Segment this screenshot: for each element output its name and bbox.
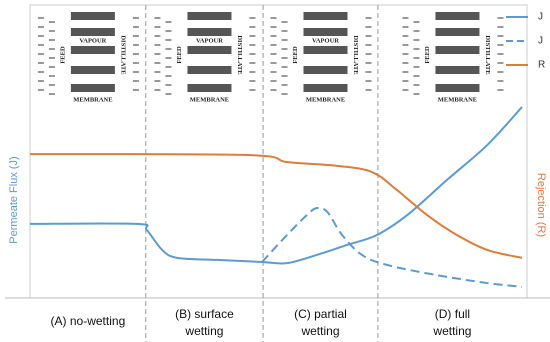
legend-label: R (538, 60, 545, 71)
membrane-bar (303, 66, 348, 74)
legend-label: J (538, 12, 543, 23)
schematic-label: FEED (176, 46, 183, 64)
y2-axis-label: Rejection (R) (535, 173, 547, 237)
membrane-bar (435, 66, 480, 74)
membrane-bar (435, 28, 480, 36)
region-label: (C) partial (294, 307, 347, 321)
membrane-bar (70, 46, 115, 54)
y-axis-label: Permeate Flux (J) (8, 156, 20, 243)
schematic-label: MEMBRANE (190, 96, 229, 103)
membrane-bar (187, 84, 232, 92)
membrane-bar (187, 12, 232, 20)
region-label: wetting (184, 324, 223, 338)
region-label: (D) full (435, 307, 470, 321)
membrane-bar (303, 84, 348, 92)
membrane-bar (303, 46, 348, 54)
schematic-label: DISTILLATE (484, 35, 491, 74)
membrane-bar (303, 12, 348, 20)
membrane-bar (435, 84, 480, 92)
series-line (29, 106, 523, 265)
schematic-label: FEED (292, 46, 299, 64)
membrane-bar (70, 66, 115, 74)
schematic-label: DISTILLATE (119, 35, 126, 74)
region-label: wetting (300, 324, 339, 338)
membrane-bar (187, 28, 232, 36)
region-label: (A) no-wetting (51, 314, 126, 328)
schematic-label: VAPOUR (196, 37, 223, 44)
region-label: wetting (432, 324, 471, 338)
schematic-label: VAPOUR (79, 37, 106, 44)
membrane-bar (303, 28, 348, 36)
schematic-label: MEMBRANE (438, 96, 477, 103)
membrane-bar (70, 28, 115, 36)
schematic-label: FEED (59, 46, 66, 64)
membrane-bar (187, 66, 232, 74)
membrane-bar (70, 12, 115, 20)
membrane-bar (435, 46, 480, 54)
membrane-bar (187, 46, 232, 54)
legend-label: J (538, 36, 543, 47)
membrane-bar (435, 12, 480, 20)
series-line (261, 206, 523, 288)
schematic-label: MEMBRANE (306, 96, 345, 103)
schematic-label: DISTILLATE (236, 35, 243, 74)
schematic-label: DISTILLATE (352, 35, 359, 74)
schematic-label: VAPOUR (312, 37, 339, 44)
membrane-bar (70, 84, 115, 92)
schematic-label: FEED (424, 46, 431, 64)
region-label: (B) surface (175, 307, 234, 321)
schematic-label: MEMBRANE (73, 96, 112, 103)
series-line (29, 153, 523, 259)
